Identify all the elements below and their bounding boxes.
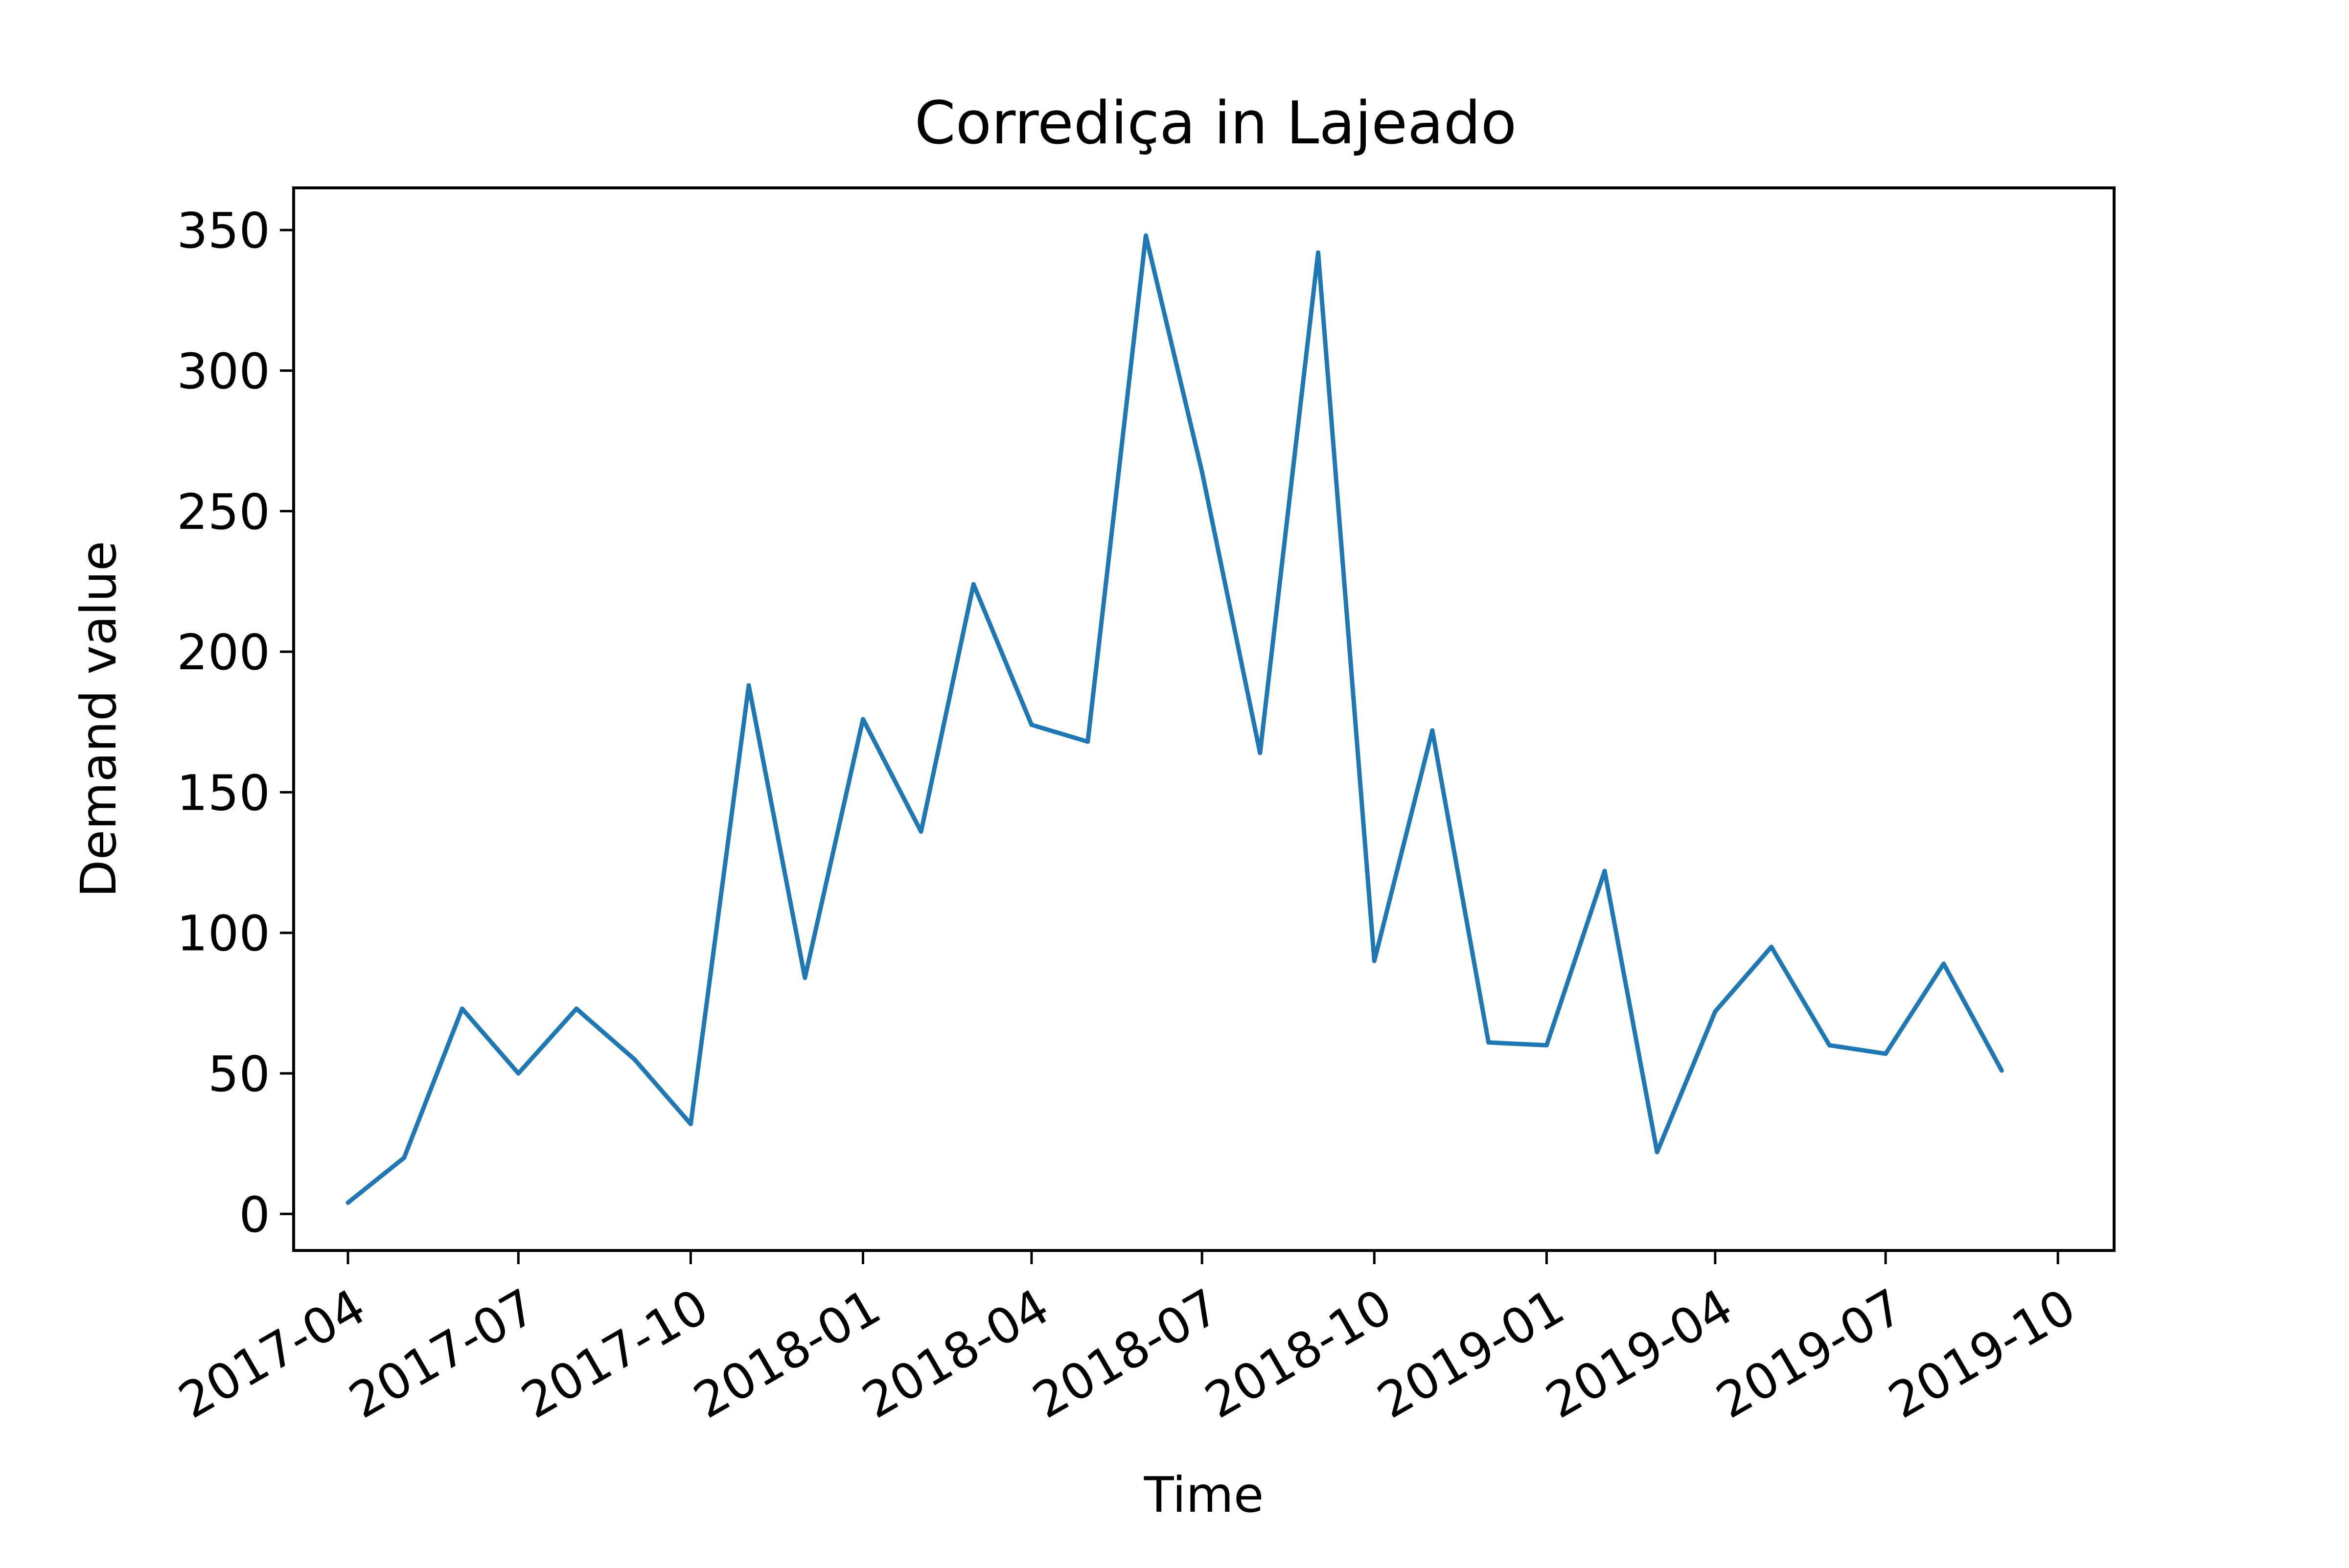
chart-title: Corrediça in Lajeado [915,90,1517,158]
y-tick-label: 100 [177,905,270,962]
y-tick-label: 200 [177,624,270,681]
data-point [1827,1043,1832,1048]
data-point [1258,750,1263,755]
data-point [1085,739,1090,744]
y-tick-label: 300 [177,342,270,400]
data-point [1430,728,1435,733]
series-line [346,233,2004,1204]
data-point [860,717,865,722]
data-point [516,1071,521,1076]
data-point [1029,722,1034,727]
data-point [1655,1150,1659,1155]
y-tick-label: 350 [177,202,270,259]
data-point [1199,469,1204,474]
data-point [1486,1040,1491,1045]
data-point [803,976,807,980]
data-point [1315,250,1320,255]
x-axis-label: Time [1144,1466,1264,1523]
y-tick-label: 0 [239,1186,270,1243]
data-point [632,1057,637,1062]
data-point [1883,1051,1888,1056]
y-tick-label: 50 [208,1045,270,1103]
plot-area [345,233,2004,1205]
data-point [688,1121,693,1126]
data-point [1769,944,1774,949]
data-point [746,683,751,688]
axes-frame [292,186,2116,1252]
data-point [1372,958,1377,963]
data-point [1941,961,1946,966]
data-point [1713,1009,1718,1014]
y-axis-label: Demand value [70,541,127,897]
data-point [402,1155,407,1160]
y-tick-label: 150 [177,764,270,821]
data-point [1999,1068,2004,1073]
data-point [1602,868,1607,873]
data-point [574,1006,579,1011]
data-point [919,829,923,834]
data-point [345,1200,350,1205]
y-tick-label: 250 [177,483,270,541]
y-axis: 0 50 100 150 200 250 300 350 [177,202,294,1243]
data-point [1143,233,1148,238]
data-point [460,1006,464,1011]
data-point [971,582,976,587]
data-point [1544,1043,1549,1048]
